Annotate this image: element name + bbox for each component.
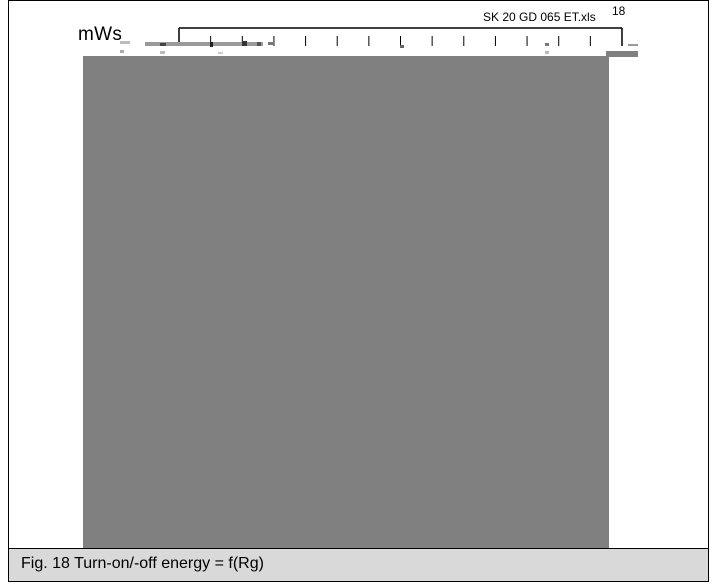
top-axis-ruler [120, 27, 638, 54]
axis-ticks [210, 36, 591, 46]
figure-caption: Fig. 18 Turn-on/-off energy = f(Rg) [21, 555, 264, 572]
plot-area-edge [606, 51, 638, 57]
figure-number: 18 [612, 4, 626, 18]
axis-noise-marks [120, 41, 638, 54]
source-filename: SK 20 GD 065 ET.xls [483, 10, 596, 24]
y-axis-unit-label: mWs [78, 24, 123, 45]
figure-caption-bar: Fig. 18 Turn-on/-off energy = f(Rg) [9, 548, 708, 581]
plot-area [83, 56, 609, 548]
